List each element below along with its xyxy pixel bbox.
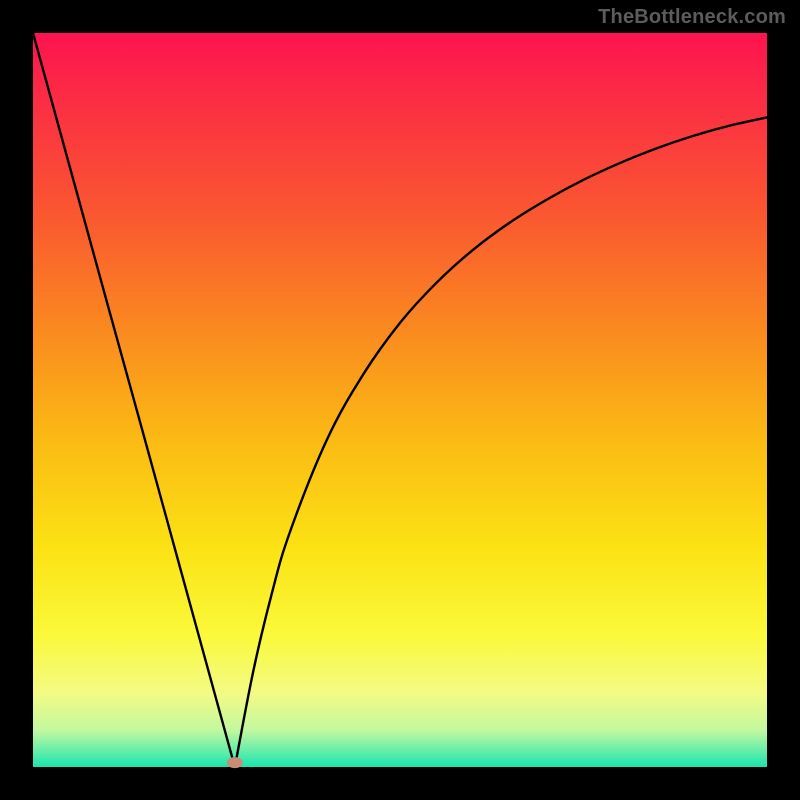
plot-background (33, 33, 767, 767)
minimum-marker (227, 757, 243, 768)
chart-svg (0, 0, 800, 800)
watermark-text: TheBottleneck.com (598, 6, 786, 29)
chart-container: TheBottleneck.com (0, 0, 800, 800)
